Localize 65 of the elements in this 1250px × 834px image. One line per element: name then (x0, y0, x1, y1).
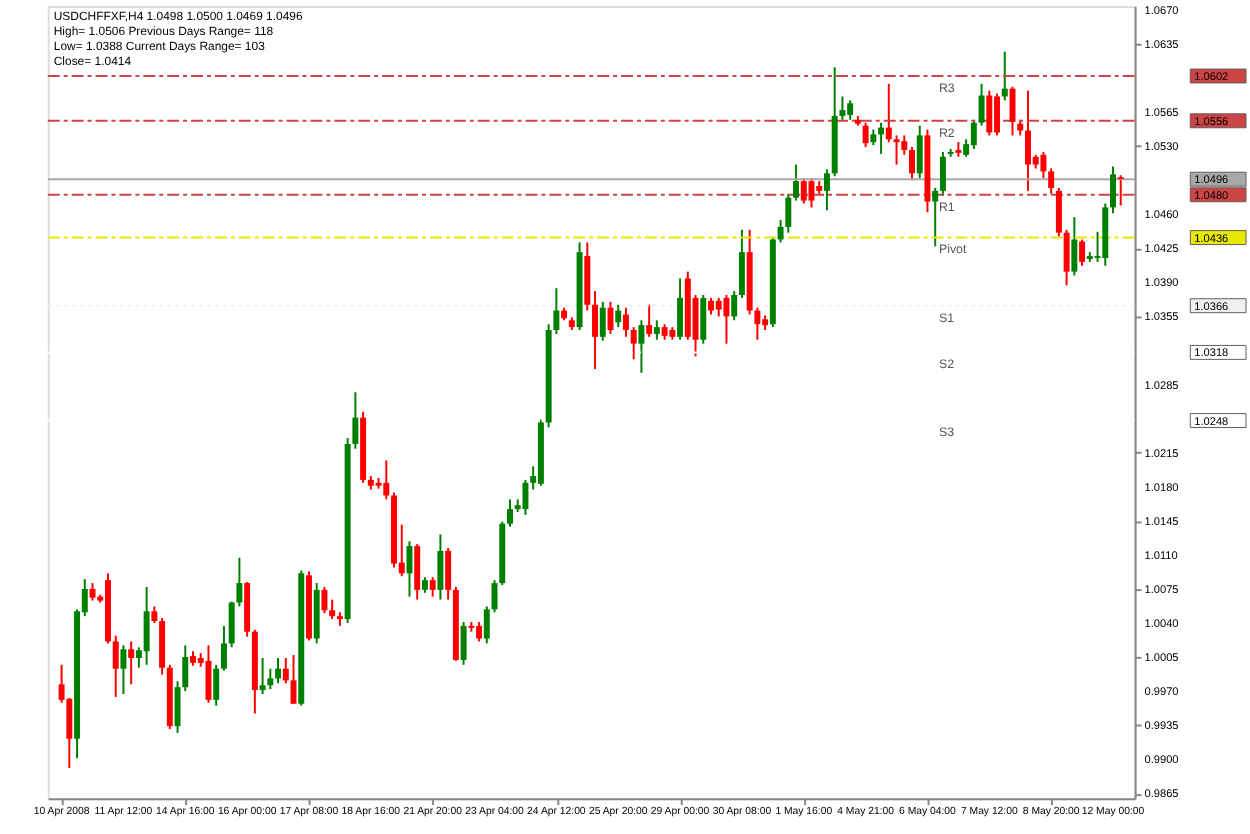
candlestick (112, 634, 119, 698)
candlestick (785, 192, 792, 234)
candlestick (592, 290, 599, 370)
candlestick (823, 168, 830, 212)
candlestick (994, 92, 1001, 137)
candlestick (437, 533, 444, 601)
candlestick (731, 290, 738, 322)
candlestick (460, 620, 467, 666)
candlestick (615, 303, 622, 329)
candlestick (638, 319, 645, 374)
candlestick (159, 617, 166, 676)
candlestick (321, 585, 328, 615)
candlestick (329, 598, 336, 621)
candlestick (970, 118, 977, 151)
candlestick (143, 585, 150, 666)
candlestick (1055, 186, 1062, 238)
candlestick (715, 296, 722, 318)
candlestick (205, 644, 212, 704)
candlestick (916, 124, 923, 180)
candlestick (429, 576, 436, 598)
candlestick (406, 540, 413, 598)
candlestick (220, 624, 227, 672)
candlestick (630, 326, 637, 361)
candlestick (383, 459, 390, 501)
candlestick (622, 306, 629, 338)
candlestick (522, 478, 529, 516)
candlestick (1063, 228, 1070, 287)
candlestick (483, 605, 490, 645)
candlestick (290, 654, 297, 705)
candlestick (1024, 89, 1031, 192)
candlestick (1048, 167, 1055, 195)
candlestick (445, 547, 452, 601)
candlestick (723, 293, 730, 345)
candlestick (1001, 50, 1008, 102)
candlestick (653, 319, 660, 341)
candlestick (885, 82, 892, 144)
candlestick (893, 134, 900, 166)
candlestick (939, 150, 946, 197)
candlestick (1040, 150, 1047, 180)
candlestick (932, 186, 939, 248)
candlestick (793, 163, 800, 202)
candlestick (862, 121, 869, 149)
candlestick (213, 663, 220, 707)
candlestick (1079, 238, 1086, 267)
candlestick (700, 293, 707, 345)
candlestick (282, 657, 289, 685)
candlestick (909, 146, 915, 182)
candlestick (677, 277, 684, 341)
candlestick (1110, 165, 1116, 215)
candlestick (738, 228, 745, 299)
candlestick (476, 620, 483, 643)
candlestick (507, 498, 513, 528)
candlestick (1117, 174, 1124, 207)
candlestick (128, 640, 135, 686)
candlestick (986, 89, 993, 137)
candlestick (800, 177, 807, 205)
candlestick (414, 543, 421, 601)
candlestick (259, 657, 266, 696)
candlestick (120, 644, 127, 696)
candlestick (978, 82, 985, 127)
candlestick (1071, 216, 1078, 277)
candlestick (599, 300, 606, 342)
candlestick (275, 657, 282, 685)
candlestick (646, 303, 653, 338)
candlestick (847, 99, 854, 121)
